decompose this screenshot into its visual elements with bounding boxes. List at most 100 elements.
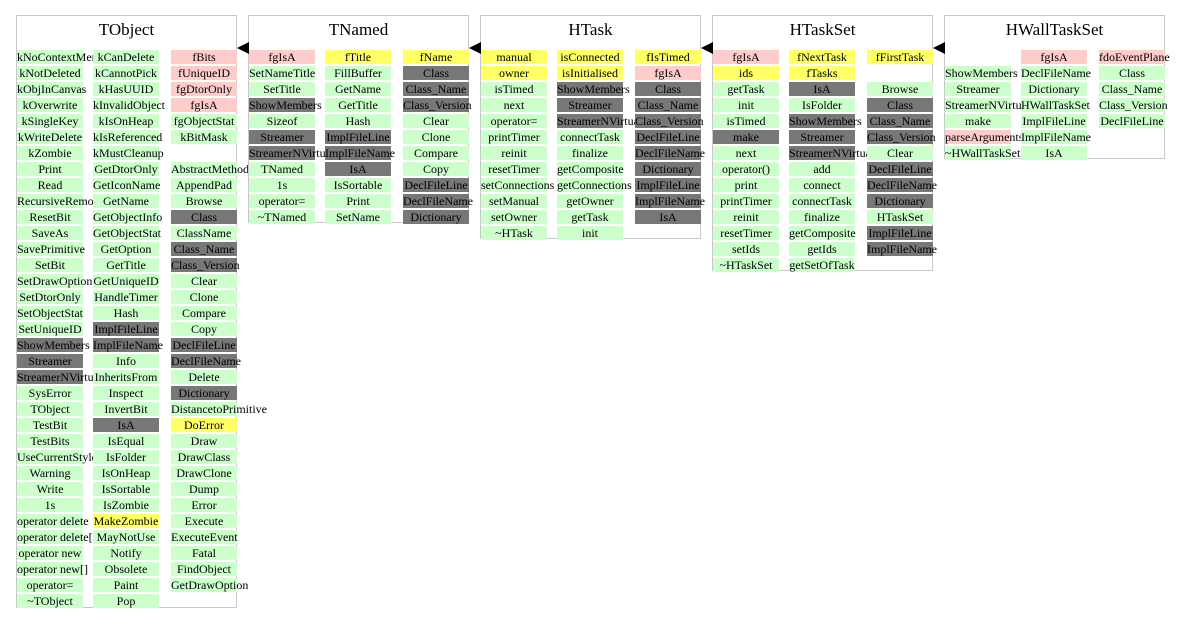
member-inherited: StreamerNVirtual: [17, 370, 103, 384]
member-datamember: fdoEventPlane: [1099, 50, 1170, 64]
member-enum: kWriteDelete: [17, 130, 83, 144]
member-method: getIds: [789, 242, 855, 256]
member-method: kBitMask: [171, 130, 237, 144]
member-method: Draw: [171, 434, 237, 448]
member-datamember: fgIsA: [171, 98, 237, 112]
member-method: connect: [789, 178, 855, 192]
member-enum: kNoContextMenu: [17, 50, 104, 64]
member-inherited: IsA: [789, 82, 855, 96]
member-method: SetBit: [17, 258, 83, 272]
member-method: ~HWallTaskSet: [945, 146, 1021, 160]
member-inherited: ShowMembers: [249, 98, 322, 112]
class-box-htask: HTask manual owner isTimed next operator= prin…: [480, 15, 705, 240]
member-highlight: manual: [481, 50, 547, 64]
member-method: Paint: [93, 578, 159, 592]
member-method: SetObjectStat: [17, 306, 83, 320]
member-inherited: ImplFileName: [325, 146, 395, 160]
member-inherited: DeclFileName: [403, 194, 473, 208]
member-inherited: StreamerNVirtual: [249, 146, 335, 160]
member-inherited: ImplFileLine: [635, 178, 701, 192]
member-inherited: IsA: [325, 162, 391, 176]
member-inherited: DeclFileLine: [403, 178, 469, 192]
member-method: setManual: [481, 194, 547, 208]
member-method: IsOnHeap: [93, 466, 159, 480]
member-method: operator(): [713, 162, 779, 176]
member-method: HandleTimer: [93, 290, 159, 304]
member-method: getOwner: [557, 194, 623, 208]
member-inherited: Class_Name: [403, 82, 469, 96]
member-method: isTimed: [481, 82, 547, 96]
member-inherited: ImplFileName: [867, 242, 937, 256]
member-inherited: Class: [403, 66, 469, 80]
member-datamember: fgIsA: [635, 66, 701, 80]
member-method: FillBuffer: [325, 66, 391, 80]
member-method: printTimer: [713, 194, 779, 208]
member-method: operator=: [249, 194, 315, 208]
member-method: Write: [17, 482, 83, 496]
member-method: 1s: [249, 178, 315, 192]
member-inherited: IsA: [93, 418, 159, 432]
member-method: MayNotUse: [93, 530, 159, 544]
member-inherited: Class_Version: [635, 114, 704, 128]
member-inherited: Dictionary: [635, 162, 701, 176]
member-method: GetName: [325, 82, 391, 96]
member-inherited: StreamerNVirtual: [789, 146, 875, 160]
member-highlight: fTitle: [325, 50, 391, 64]
member-method: ~HTask: [481, 226, 547, 240]
member-method: connectTask: [789, 194, 855, 208]
member-method: Print: [17, 162, 83, 176]
member-method: ImplFileName: [1021, 130, 1091, 144]
member-method: Clone: [171, 290, 237, 304]
member-method: InvertBit: [93, 402, 159, 416]
member-inherited: IsA: [635, 210, 701, 224]
member-method: getComposite: [557, 162, 624, 176]
member-method: DeclFileName: [1021, 66, 1091, 80]
member-enum: kNotDeleted: [17, 66, 83, 80]
member-method: SetTitle: [249, 82, 315, 96]
inheritance-arrow-htaskset-to-htask: [701, 42, 713, 54]
member-inherited: Class_Name: [867, 114, 933, 128]
member-highlight: MakeZombie: [93, 514, 159, 528]
member-method: setConnections: [481, 178, 555, 192]
member-method: operator new: [17, 546, 83, 560]
member-method: GetObjectInfo: [93, 210, 163, 224]
member-inherited: Class_Name: [171, 242, 237, 256]
member-highlight: fTasks: [789, 66, 855, 80]
member-method: add: [789, 162, 855, 176]
member-inherited: Class_Version: [867, 130, 936, 144]
member-method: SetName: [325, 210, 391, 224]
member-method: ResetBit: [17, 210, 83, 224]
member-inherited: ShowMembers: [789, 114, 862, 128]
member-inherited: DeclFileName: [171, 354, 241, 368]
member-method: getSetOfTask: [789, 258, 855, 272]
member-method: IsFolder: [789, 98, 855, 112]
member-enum: kHasUUID: [93, 82, 159, 96]
member-inherited: ImplFileLine: [93, 322, 159, 336]
member-method: Sizeof: [249, 114, 315, 128]
member-method: Streamer: [945, 82, 1011, 96]
member-method: Inspect: [93, 386, 159, 400]
member-method: SetUniqueID: [17, 322, 83, 336]
member-method: init: [557, 226, 623, 240]
member-enum: kZombie: [17, 146, 83, 160]
member-inherited: Class: [867, 98, 933, 112]
member-method: operator delete[]: [17, 530, 97, 544]
member-method: Copy: [403, 162, 469, 176]
member-inherited: ImplFileLine: [325, 130, 391, 144]
inheritance-arrow-htask-to-tnamed: [469, 42, 481, 54]
member-method: Dump: [171, 482, 237, 496]
member-method: Class: [1099, 66, 1165, 80]
member-inherited: DeclFileLine: [171, 338, 237, 352]
class-box-htaskset: HTaskSet fgIsA ids getTask init isTimed make ne…: [712, 15, 937, 272]
member-method: Browse: [867, 82, 933, 96]
class-title: HTaskSet: [789, 20, 856, 39]
member-inherited: Class: [171, 210, 237, 224]
member-method: printTimer: [481, 130, 547, 144]
member-datamember: fgIsA: [249, 50, 315, 64]
member-inherited: DeclFileName: [867, 178, 937, 192]
member-method: Compare: [171, 306, 237, 320]
member-method: Execute: [171, 514, 237, 528]
member-inherited: Streamer: [249, 130, 315, 144]
member-method: Delete: [171, 370, 237, 384]
member-datamember: fgDtorOnly: [171, 82, 237, 96]
